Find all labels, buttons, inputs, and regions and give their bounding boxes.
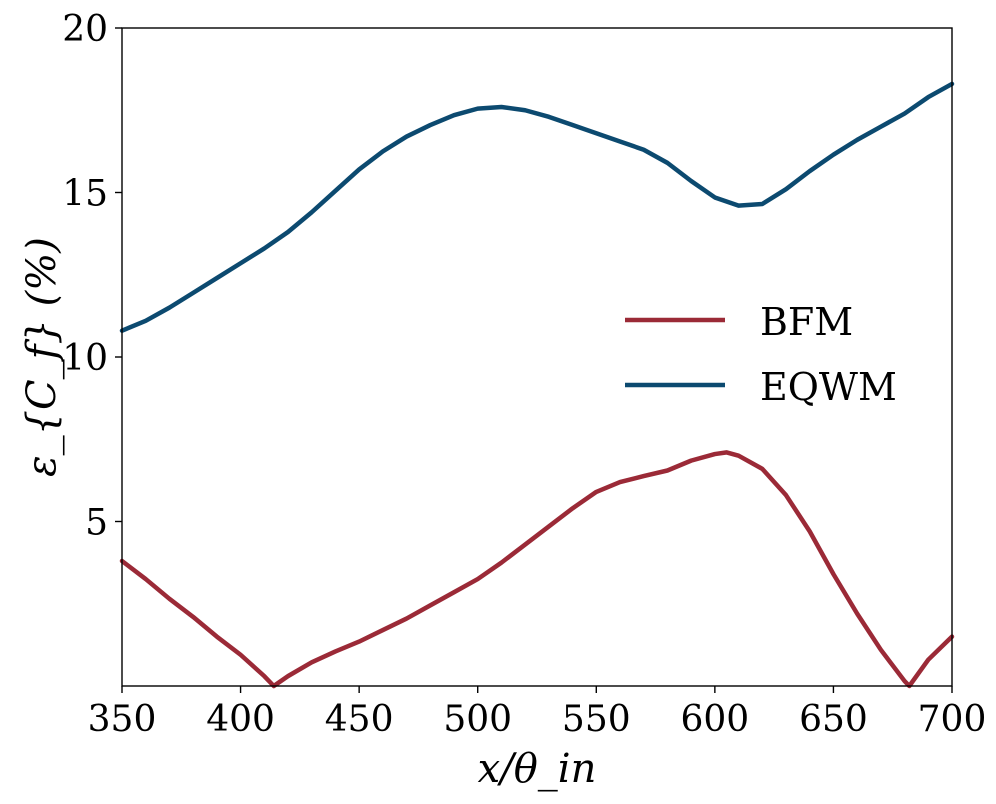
x-axis: 350 400 450 500 550 600 650 700 — [88, 686, 987, 740]
y-tick-label: 10 — [62, 338, 108, 379]
y-tick-label: 15 — [62, 174, 108, 215]
legend-label-eqwm: EQWM — [760, 365, 897, 409]
y-tick-label: 20 — [62, 9, 108, 50]
series-line-eqwm — [119, 81, 955, 333]
x-tick-label: 550 — [562, 699, 631, 740]
x-tick-label: 500 — [443, 699, 512, 740]
x-axis-label: x/θ_in — [478, 746, 597, 792]
plot-lines — [119, 81, 955, 689]
y-tick-label: 5 — [85, 503, 108, 544]
x-tick-label: 450 — [325, 699, 394, 740]
x-tick-label: 650 — [799, 699, 868, 740]
x-tick-label: 700 — [918, 699, 987, 740]
series-line-bfm — [119, 450, 955, 689]
plot-frame — [121, 27, 953, 687]
x-tick-label: 400 — [206, 699, 275, 740]
y-axis: 5 10 15 20 — [62, 9, 122, 544]
x-tick-label: 600 — [680, 699, 749, 740]
legend: BFM EQWM — [625, 300, 897, 409]
y-axis-label: ε_{C_f} (%) — [19, 237, 65, 477]
x-tick-label: 350 — [88, 699, 157, 740]
legend-label-bfm: BFM — [760, 300, 853, 344]
